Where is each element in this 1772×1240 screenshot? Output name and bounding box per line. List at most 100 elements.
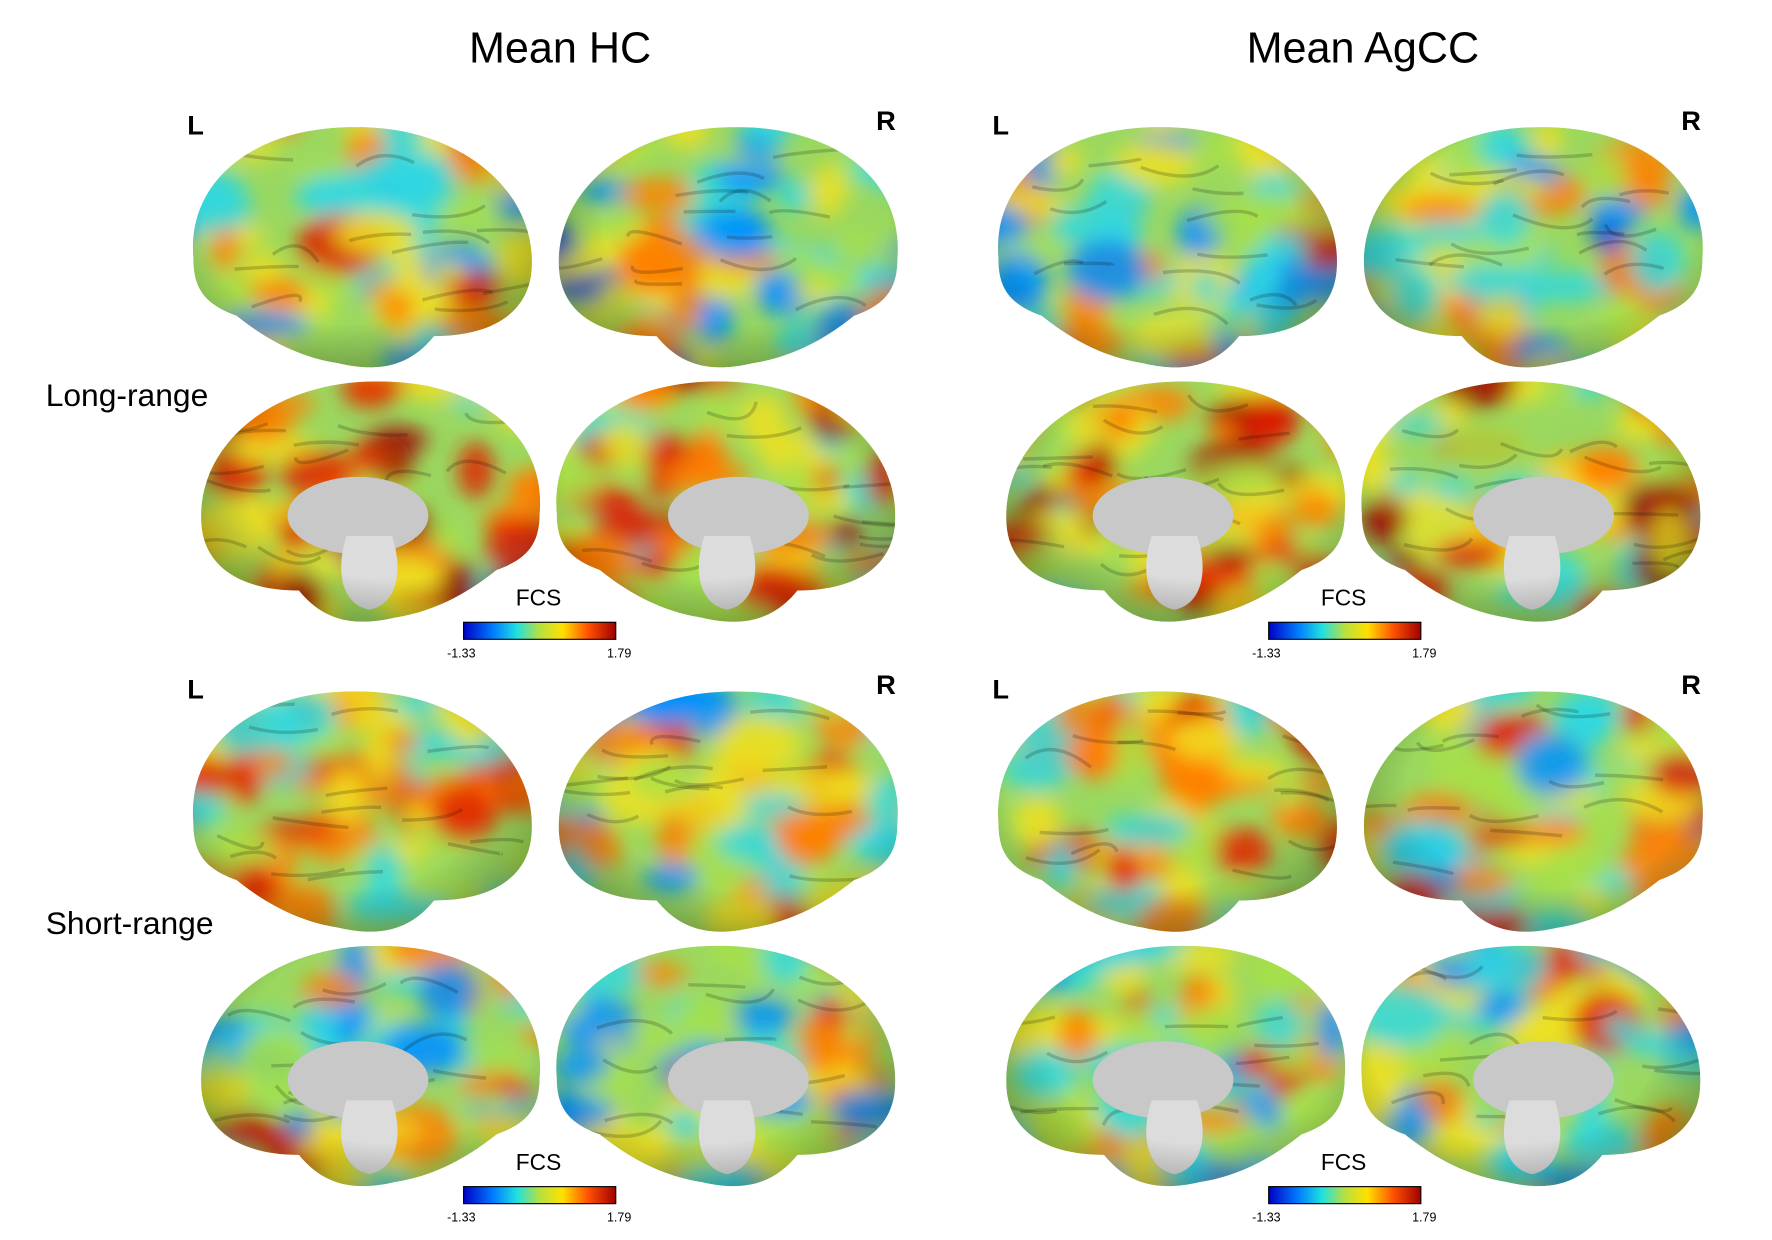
brain	[1363, 127, 1703, 368]
brain-surface	[1006, 381, 1346, 622]
brain-patch	[1311, 381, 1346, 417]
colorbar	[463, 621, 617, 640]
brain-patch	[1006, 381, 1047, 401]
brain-patch	[481, 691, 532, 711]
brain-patch	[478, 127, 524, 160]
brain-shade	[192, 127, 532, 368]
brain-patch	[201, 416, 208, 473]
colorbar-max: 1.79	[1412, 1211, 1436, 1225]
hemisphere-label: L	[187, 109, 204, 140]
brain-patch	[1658, 945, 1701, 978]
brain-patch	[1272, 908, 1335, 932]
brain-patch	[479, 319, 532, 368]
brain-patch	[1006, 973, 1053, 993]
brain-patch	[1677, 381, 1701, 409]
gyrus	[824, 398, 874, 404]
brain-patch	[1363, 336, 1403, 368]
colorbar-min: -1.33	[1252, 646, 1281, 660]
column-title: Mean HC	[469, 25, 651, 73]
brain-patch	[192, 327, 259, 368]
brain-patch	[1221, 915, 1260, 932]
brain-surface	[1361, 945, 1701, 1187]
brain-shade	[1364, 127, 1703, 368]
brain-patch	[788, 359, 818, 368]
brain-shade	[192, 691, 532, 932]
brain-patch	[816, 945, 851, 967]
brain-patch	[1311, 400, 1346, 427]
brain-patch	[1644, 896, 1703, 932]
brain-patch	[884, 347, 898, 368]
gyrus	[1300, 167, 1337, 179]
brain-patch	[495, 381, 535, 411]
hemisphere-label: R	[1681, 105, 1701, 136]
brain-patch	[1652, 344, 1683, 368]
brain-patch	[1301, 945, 1346, 956]
brain-patch	[1439, 911, 1476, 932]
brain-shade	[201, 381, 541, 622]
brain-patch	[1660, 319, 1703, 361]
brain-patch	[572, 691, 624, 726]
brain-patch	[1249, 127, 1288, 135]
brain-patch	[1006, 418, 1039, 438]
brain	[1006, 945, 1346, 1187]
brain-patch	[1006, 585, 1047, 622]
hemisphere-label: R	[876, 105, 896, 136]
hemisphere-label: R	[1681, 669, 1701, 700]
brain-surface	[558, 691, 898, 932]
brain-patch	[997, 893, 1043, 932]
brain-patch	[201, 954, 232, 1004]
brain-patch	[1650, 924, 1703, 932]
brain-patch	[847, 584, 896, 619]
brain-patch	[267, 921, 315, 932]
brain-patch	[776, 604, 828, 622]
colorbar-label: FCS	[1321, 1149, 1366, 1175]
brain-patch	[1570, 360, 1611, 368]
brain-surface	[1363, 127, 1703, 368]
brain-patch	[814, 911, 870, 932]
colorbar-max: 1.79	[1412, 646, 1436, 660]
brain-patch	[1691, 1018, 1701, 1047]
brain-patch	[1006, 381, 1059, 405]
brain	[192, 127, 532, 368]
brain-patch	[997, 324, 1015, 368]
brain-patch	[1006, 590, 1044, 622]
hemisphere-label: L	[992, 674, 1009, 705]
brain-patch	[1594, 595, 1655, 622]
brain-patch	[997, 318, 1011, 337]
brain-patch	[438, 896, 499, 932]
brain-patch	[1058, 381, 1089, 404]
row-label: Long-range	[46, 377, 209, 413]
hemisphere-label: L	[992, 109, 1009, 140]
brain-surface	[997, 691, 1337, 932]
brain	[192, 691, 532, 932]
brain-patch	[885, 421, 896, 443]
brain-surface	[1363, 691, 1703, 932]
brain-patch	[881, 318, 898, 348]
colorbar-min: -1.33	[447, 646, 476, 660]
brain-patch	[784, 583, 867, 622]
brain	[997, 127, 1337, 368]
brain	[1363, 691, 1703, 932]
colorbar-max: 1.79	[607, 1211, 631, 1225]
brain-patch	[1089, 1178, 1132, 1187]
brain-patch	[447, 906, 516, 932]
brain-patch	[1039, 906, 1090, 932]
brain-patch	[1006, 591, 1031, 622]
brain-patch	[1241, 905, 1322, 932]
brain-patch	[481, 709, 521, 733]
brain-shade	[998, 127, 1337, 368]
hemisphere-label: R	[876, 669, 896, 700]
brain-patch	[613, 347, 646, 368]
brain-patch	[464, 381, 506, 402]
brain-patch	[201, 1148, 230, 1187]
colorbar-label: FCS	[516, 585, 561, 611]
brain-patch	[201, 949, 242, 974]
brain-patch	[1624, 587, 1653, 609]
brain-surface	[556, 945, 896, 1187]
brain-surface	[1006, 945, 1346, 1187]
brain-patch	[1051, 604, 1085, 622]
brain-shade	[1364, 691, 1703, 932]
brain-shade	[1361, 381, 1701, 622]
brain-patch	[875, 1134, 896, 1187]
